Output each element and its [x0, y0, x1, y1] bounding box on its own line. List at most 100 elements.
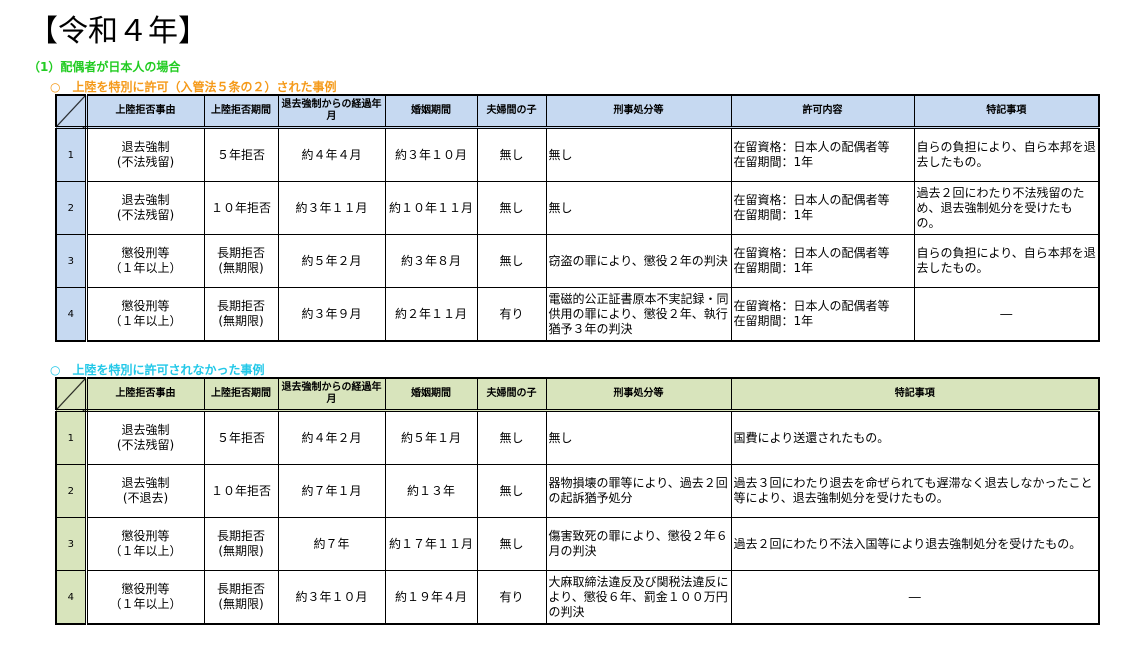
corner-cell [55, 377, 88, 412]
cell-criminal: 器物損壊の罪等により、過去２回の起訴猶予処分 [545, 464, 732, 518]
cell-child: 有り [476, 287, 547, 342]
column-header: 婚姻期間 [384, 94, 478, 129]
cell-marriage: 約１９年４月 [384, 570, 478, 625]
permitted-cases-table: 上陸拒否事由 上陸拒否期間 退去強制からの経過年月 婚姻期間 夫婦間の子 刑事処分等 許可内… [55, 94, 1100, 342]
column-header: 婚姻期間 [384, 377, 478, 412]
cell-period: 長期拒否 (無期限) [203, 517, 279, 571]
cell-child: 無し [476, 517, 547, 571]
cell-permit: 在留資格：日本人の配偶者等 在留期間：1年 [730, 127, 915, 182]
cell-criminal: 無し [545, 181, 732, 235]
cell-reason: 懲役刑等 （１年以上） [85, 287, 205, 342]
table-row: 1 退去強制 (不法残留) ５年拒否 約４年４月 約３年１０月 無し 無し 在留資格：日本人の… [55, 127, 1100, 182]
header-row: 上陸拒否事由 上陸拒否期間 退去強制からの経過年月 婚姻期間 夫婦間の子 刑事処分等 許可内… [55, 94, 1100, 129]
cell-period: 長期拒否 (無期限) [203, 234, 279, 288]
cell-marriage: 約２年１１月 [384, 287, 478, 342]
cell-reason: 懲役刑等 （１年以上） [85, 234, 205, 288]
column-header: 上陸拒否事由 [85, 94, 205, 129]
cell-child: 無し [476, 234, 547, 288]
column-header: 刑事処分等 [545, 94, 732, 129]
cell-period: １０年拒否 [203, 181, 279, 235]
cell-criminal: 無し [545, 410, 732, 465]
row-number: 2 [55, 181, 88, 235]
subtitle: （1）配偶者が日本人の場合 [28, 60, 181, 74]
column-header: 上陸拒否期間 [203, 377, 279, 412]
table-row: 2 退去強制 (不法残留) １０年拒否 約３年１１月 約１０年１１月 無し 無し 在留資格：日… [55, 181, 1100, 235]
row-number: 1 [55, 127, 88, 182]
cell-period: ５年拒否 [203, 127, 279, 182]
cell-notes: 国費により送還されたもの。 [730, 410, 1100, 465]
cell-marriage: 約１３年 [384, 464, 478, 518]
cell-reason: 退去強制 (不法残留) [85, 127, 205, 182]
cell-permit: 在留資格：日本人の配偶者等 在留期間：1年 [730, 181, 915, 235]
column-header: 夫婦間の子 [476, 377, 547, 412]
column-header: 夫婦間の子 [476, 94, 547, 129]
cell-elapsed: 約３年１１月 [277, 181, 386, 235]
cell-period: ５年拒否 [203, 410, 279, 465]
row-number: 1 [55, 410, 88, 465]
cell-elapsed: 約７年 [277, 517, 386, 571]
cell-marriage: 約５年１月 [384, 410, 478, 465]
table-row: 3 懲役刑等 （１年以上） 長期拒否 (無期限) 約５年２月 約３年８月 無し 窃盗の罪によ… [55, 234, 1100, 288]
column-header: 刑事処分等 [545, 377, 732, 412]
header-row: 上陸拒否事由 上陸拒否期間 退去強制からの経過年月 婚姻期間 夫婦間の子 刑事処分等 特記事… [55, 377, 1100, 412]
page-title: 【令和４年】 [28, 14, 208, 49]
cell-child: 無し [476, 464, 547, 518]
row-number: 3 [55, 234, 88, 288]
cell-elapsed: 約４年４月 [277, 127, 386, 182]
table-row: 4 懲役刑等 （１年以上） 長期拒否 (無期限) 約３年１０月 約１９年４月 有り 大麻取締… [55, 570, 1100, 625]
cell-permit: 在留資格：日本人の配偶者等 在留期間：1年 [730, 287, 915, 342]
cell-child: 無し [476, 127, 547, 182]
cell-marriage: 約３年８月 [384, 234, 478, 288]
cell-notes: 過去３回にわたり退去を命ぜられても遅滞なく退去しなかったこと等により、退去強制処… [730, 464, 1100, 518]
row-number: 2 [55, 464, 88, 518]
cell-marriage: 約１７年１１月 [384, 517, 478, 571]
cell-reason: 退去強制 (不退去) [85, 464, 205, 518]
cell-reason: 退去強制 (不法残留) [85, 410, 205, 465]
cell-elapsed: 約３年９月 [277, 287, 386, 342]
cell-criminal: 無し [545, 127, 732, 182]
row-number: 4 [55, 570, 88, 625]
section2-heading: ○ 上陸を特別に許可されなかった事例 [50, 363, 265, 377]
column-header: 退去強制からの経過年月 [277, 94, 386, 129]
table-row: 2 退去強制 (不退去) １０年拒否 約７年１月 約１３年 無し 器物損壊の罪等により、過去… [55, 464, 1100, 518]
corner-cell [55, 94, 88, 129]
cell-notes: 自らの負担により、自ら本邦を退去したもの。 [913, 127, 1100, 182]
cell-period: 長期拒否 (無期限) [203, 287, 279, 342]
cell-criminal: 窃盗の罪により、懲役２年の判決 [545, 234, 732, 288]
cell-elapsed: 約３年１０月 [277, 570, 386, 625]
section1-heading: ○ 上陸を特別に許可（入管法５条の２）された事例 [50, 80, 337, 94]
cell-notes: 過去２回にわたり不法残留のため、退去強制処分を受けたもの。 [913, 181, 1100, 235]
cell-reason: 懲役刑等 （１年以上） [85, 517, 205, 571]
cell-reason: 懲役刑等 （１年以上） [85, 570, 205, 625]
cell-marriage: 約３年１０月 [384, 127, 478, 182]
cell-reason: 退去強制 (不法残留) [85, 181, 205, 235]
cell-child: 無し [476, 410, 547, 465]
column-header: 特記事項 [730, 377, 1100, 412]
cell-child: 無し [476, 181, 547, 235]
column-header: 特記事項 [913, 94, 1100, 129]
cell-criminal: 大麻取締法違反及び関税法違反により、懲役６年、罰金１００万円の判決 [545, 570, 732, 625]
cell-criminal: 傷害致死の罪により、懲役２年６月の判決 [545, 517, 732, 571]
column-header: 退去強制からの経過年月 [277, 377, 386, 412]
cell-period: 長期拒否 (無期限) [203, 570, 279, 625]
cell-marriage: 約１０年１１月 [384, 181, 478, 235]
table-row: 3 懲役刑等 （１年以上） 長期拒否 (無期限) 約７年 約１７年１１月 無し 傷害致死の罪… [55, 517, 1100, 571]
denied-cases-table: 上陸拒否事由 上陸拒否期間 退去強制からの経過年月 婚姻期間 夫婦間の子 刑事処分等 特記事… [55, 377, 1100, 625]
cell-notes: ― [730, 570, 1100, 625]
cell-period: １０年拒否 [203, 464, 279, 518]
cell-notes: 過去２回にわたり不法入国等により退去強制処分を受けたもの。 [730, 517, 1100, 571]
table-row: 1 退去強制 (不法残留) ５年拒否 約４年２月 約５年１月 無し 無し 国費により送還された… [55, 410, 1100, 465]
cell-child: 有り [476, 570, 547, 625]
table-row: 4 懲役刑等 （１年以上） 長期拒否 (無期限) 約３年９月 約２年１１月 有り 電磁的公正… [55, 287, 1100, 342]
row-number: 4 [55, 287, 88, 342]
column-header: 許可内容 [730, 94, 915, 129]
cell-notes: 自らの負担により、自ら本邦を退去したもの。 [913, 234, 1100, 288]
column-header: 上陸拒否期間 [203, 94, 279, 129]
column-header: 上陸拒否事由 [85, 377, 205, 412]
cell-elapsed: 約７年１月 [277, 464, 386, 518]
cell-notes: ― [913, 287, 1100, 342]
row-number: 3 [55, 517, 88, 571]
cell-permit: 在留資格：日本人の配偶者等 在留期間：1年 [730, 234, 915, 288]
cell-elapsed: 約５年２月 [277, 234, 386, 288]
cell-criminal: 電磁的公正証書原本不実記録・同供用の罪により、懲役２年、執行猶予３年の判決 [545, 287, 732, 342]
